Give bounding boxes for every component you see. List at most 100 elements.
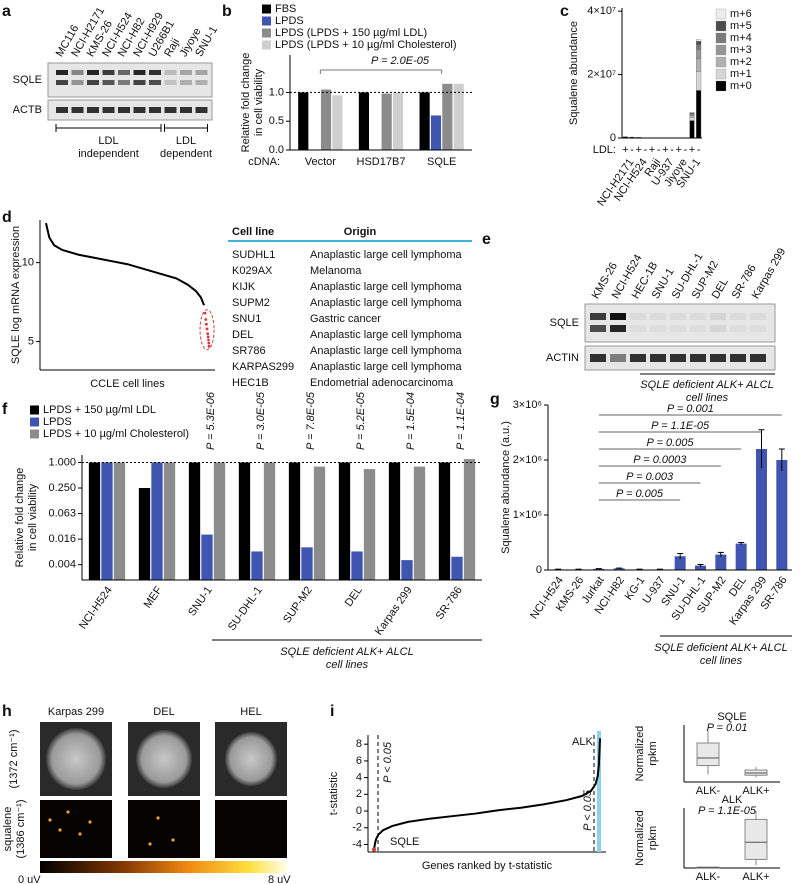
row-label: ACTB [13, 104, 42, 116]
band [590, 325, 606, 332]
legend-label: FBS [275, 3, 296, 15]
panel-label: f [2, 401, 8, 418]
band [590, 354, 606, 362]
y-axis-label: in cell viability [253, 68, 265, 136]
bar [776, 460, 788, 570]
band [164, 70, 177, 75]
p-value: P = 0.0003 [633, 454, 687, 466]
group-label: dependent [160, 148, 212, 160]
legend-swatch [30, 429, 39, 439]
y-tick-label: 8 [356, 738, 362, 750]
bar [201, 534, 213, 580]
band [149, 107, 161, 113]
x-axis-label: LDL: [593, 144, 616, 156]
legend-label: LPDS + 150 µg/ml LDL [43, 404, 156, 416]
legend-label: m+6 [730, 8, 752, 20]
legend-label: m+4 [730, 32, 752, 44]
band [670, 354, 686, 362]
band [102, 70, 115, 75]
p-value: P = 7.8E-05 [305, 391, 317, 450]
bar [593, 568, 605, 570]
p-value: P < 0.05 [582, 789, 594, 831]
note: cell lines [326, 659, 369, 671]
cell [136, 730, 192, 788]
p-value: P = 3.0E-05 [255, 391, 267, 450]
cell [46, 728, 106, 790]
legend-swatch [715, 56, 727, 68]
band [164, 80, 177, 85]
p-value: P = 1.1E-05 [651, 420, 710, 432]
bar [413, 466, 426, 580]
point [207, 338, 210, 342]
y-tick-label: 10 [22, 257, 34, 269]
bar-segment [689, 120, 695, 139]
table-cell: K029AX [232, 265, 273, 277]
point [206, 335, 210, 339]
panel-label: e [482, 231, 491, 248]
band [118, 80, 130, 85]
bar-segment [696, 49, 702, 59]
y-tick-label: 2 [356, 788, 362, 800]
bar-segment [696, 90, 702, 139]
panel-label: h [2, 703, 12, 720]
point [204, 322, 208, 326]
speckle [148, 842, 152, 846]
band [670, 313, 686, 320]
bar-segment [696, 58, 702, 72]
bar [151, 462, 163, 580]
bar [438, 462, 451, 580]
legend-swatch [30, 405, 39, 415]
bar [288, 462, 301, 580]
band [56, 80, 68, 85]
band [195, 80, 208, 85]
band [750, 313, 766, 320]
point [206, 332, 210, 336]
bar [213, 462, 226, 580]
y-tick-label: 4 [356, 772, 362, 784]
point [204, 318, 208, 321]
table-cell: Gastric cancer [310, 313, 381, 325]
bar [451, 556, 463, 580]
band [610, 325, 626, 332]
band [630, 313, 646, 320]
table-cell: KIJK [232, 281, 256, 293]
legend-swatch [715, 80, 727, 92]
y-axis-label: Squalene abundance [568, 21, 580, 125]
highlight [597, 731, 601, 852]
gene-label: ALK [572, 736, 593, 748]
table-cell: KARPAS299 [232, 361, 294, 373]
x-tick-label: ALK+ [742, 785, 769, 797]
band [610, 313, 626, 320]
legend-label: LPDS + 10 µg/ml Cholesterol) [43, 428, 189, 440]
band [690, 313, 706, 320]
bar [430, 115, 442, 150]
band [710, 313, 726, 320]
legend-label: m+0 [730, 80, 752, 92]
y-tick-label: 6 [356, 755, 362, 767]
legend-label: LPDS [275, 15, 304, 27]
image-row-label: squalene [2, 807, 14, 852]
x-tick-label: ALK- [696, 871, 721, 883]
x-tick-label: SNU-1 [186, 585, 215, 619]
table-cell: Anaplastic large cell lymphoma [310, 281, 463, 293]
legend-label: LPDS (LPDS + 10 µg/ml Cholesterol) [275, 39, 457, 51]
speckle [171, 838, 175, 842]
band [56, 107, 68, 113]
bar [613, 568, 625, 570]
band [630, 325, 646, 332]
y-tick-label: 3×10⁶ [513, 399, 542, 411]
cell [225, 732, 277, 786]
y-axis-label: SQLE log mRNA expression [10, 226, 22, 364]
band [71, 70, 84, 75]
band [149, 70, 161, 75]
y-tick-label: 2×10⁶ [513, 454, 542, 466]
legend-label: m+1 [730, 68, 752, 80]
y-tick-label: 0.004 [48, 559, 76, 571]
y-tick-label: 5 [28, 335, 34, 347]
bar [138, 488, 151, 580]
row-label: ACTIN [546, 352, 579, 364]
note: cell lines [686, 392, 729, 404]
x-tick-label: - [697, 144, 701, 156]
bar [188, 462, 201, 580]
x-tick-label: - [683, 144, 687, 156]
